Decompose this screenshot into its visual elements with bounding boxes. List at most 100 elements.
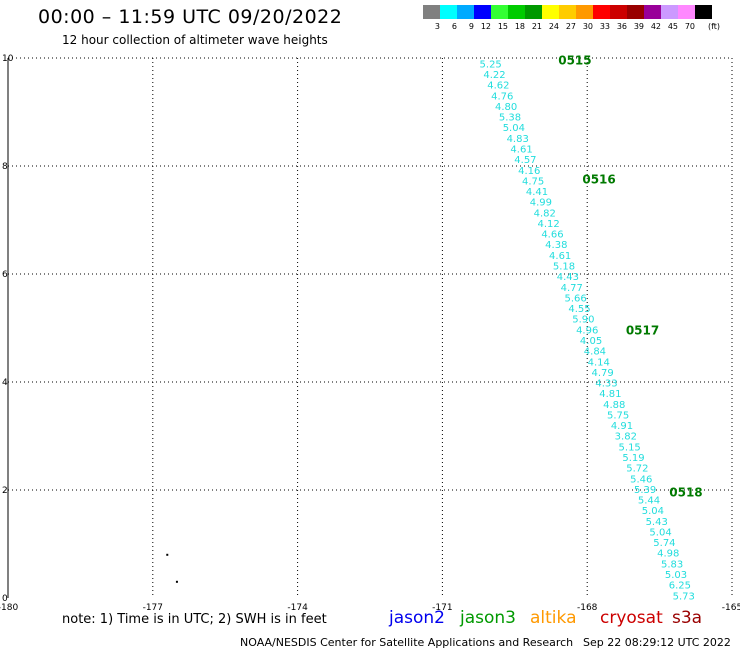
- legend-swatch: 3: [423, 5, 440, 31]
- satellite-s3a: s3a: [672, 608, 703, 628]
- data-dot: [175, 580, 178, 583]
- legend-swatch: [695, 5, 712, 19]
- wave-height-label: 4.81: [599, 389, 621, 400]
- legend-label: 30: [582, 22, 593, 31]
- wave-height-label: 4.43: [557, 272, 579, 283]
- satellite-jason2: jason2: [389, 608, 445, 628]
- legend-swatch: 9: [457, 5, 474, 31]
- pass-time-label: 0517: [626, 324, 659, 338]
- legend-label: 9: [468, 22, 474, 31]
- legend-swatch: 42: [644, 5, 661, 31]
- legend-swatch: 36: [610, 5, 627, 31]
- y-tick-label: 6: [2, 270, 8, 280]
- wave-height-label: 4.98: [657, 549, 679, 560]
- legend-label: 39: [633, 22, 644, 31]
- legend-label: 24: [548, 22, 559, 31]
- wave-height-label: 4.55: [568, 304, 590, 315]
- wave-height-label: 5.43: [646, 517, 668, 528]
- data-dots: [166, 553, 178, 583]
- wave-height-label: 5.04: [503, 123, 525, 134]
- wave-height-label: 4.12: [537, 219, 559, 230]
- wave-height-label: 4.57: [514, 155, 536, 166]
- wave-height-label: 4.80: [495, 102, 517, 113]
- wave-height-label: 5.75: [607, 410, 629, 421]
- y-tick-label: 4: [2, 378, 8, 388]
- wave-height-label: 4.61: [549, 251, 571, 262]
- legend-unit: (ft): [708, 22, 721, 31]
- legend-swatch: 33: [593, 5, 610, 31]
- legend-label: 27: [565, 22, 576, 31]
- wave-height-label: 5.39: [634, 485, 656, 496]
- altimeter-track: 5.254.224.624.764.805.385.044.834.614.57…: [480, 59, 695, 602]
- wave-height-label: 5.74: [653, 538, 675, 549]
- wave-height-label: 5.66: [564, 293, 586, 304]
- wave-height-label: 4.66: [541, 230, 563, 241]
- pass-time-label: 0516: [582, 173, 615, 187]
- wave-height-label: 4.33: [595, 379, 617, 390]
- wave-height-label: 5.18: [553, 262, 575, 273]
- x-tick-label: -168: [577, 603, 598, 613]
- x-tick-label: -171: [432, 603, 452, 613]
- satellite-altika: altika: [530, 608, 577, 628]
- legend-swatch: 39: [627, 5, 644, 31]
- footer-timestamp: Sep 22 08:29:12 UTC 2022: [583, 636, 731, 649]
- legend-swatch: 12: [474, 5, 491, 31]
- wave-height-label: 4.75: [522, 176, 544, 187]
- wave-height-label: 5.25: [480, 59, 502, 70]
- legend-swatch: 70: [678, 5, 695, 31]
- wave-height-label: 5.72: [626, 464, 648, 475]
- time-labels: 0515 0516 0517 0518: [558, 54, 702, 500]
- wave-height-label: 4.99: [530, 198, 552, 209]
- wave-height-label: 4.83: [507, 134, 529, 145]
- map-subtitle: 12 hour collection of altimeter wave hei…: [62, 33, 328, 47]
- wave-height-label: 5.46: [630, 474, 652, 485]
- y-tick-label: 0: [2, 594, 8, 604]
- wave-height-label: 4.76: [491, 91, 513, 102]
- wave-height-label: 4.84: [584, 347, 606, 358]
- map-title: 00:00 – 11:59 UTC 09/20/2022: [38, 6, 343, 28]
- wave-height-label: 4.88: [603, 400, 625, 411]
- legend-label: 21: [531, 22, 542, 31]
- wave-height-map: -180 -177 -174 -171 -168 -165 0 2 4 6 8 10 5.254.2…: [0, 54, 740, 613]
- wave-height-label: 4.14: [588, 357, 610, 368]
- footer-credit: NOAA/NESDIS Center for Satellite Applica…: [240, 636, 574, 649]
- legend-label: 33: [599, 22, 610, 31]
- wave-height-label: 4.82: [534, 208, 556, 219]
- wave-height-label: 4.77: [561, 283, 583, 294]
- x-tick-label: -180: [0, 603, 18, 613]
- wave-height-label: 4.61: [510, 145, 532, 156]
- wave-height-label: 4.79: [592, 368, 614, 379]
- legend-swatch: 30: [576, 5, 593, 31]
- legend-label: 6: [451, 22, 457, 31]
- y-tick-label: 2: [2, 486, 8, 496]
- pass-time-label: 0518: [669, 486, 702, 500]
- wave-height-label: 5.04: [649, 527, 671, 538]
- wave-height-label: 4.16: [518, 166, 540, 177]
- note-text: note: 1) Time is in UTC; 2) SWH is in fe…: [62, 612, 327, 627]
- legend-swatch: 27: [559, 5, 576, 31]
- wave-height-label: 5.03: [665, 570, 687, 581]
- wave-height-label: 5.73: [673, 591, 695, 602]
- wave-height-label: 4.91: [611, 421, 633, 432]
- x-tick-label: -177: [143, 603, 163, 613]
- color-legend: 3 6 9 12 15 18 21 24 27 30 33 36 39 42 45 70: [423, 5, 712, 31]
- legend-swatch: 45: [661, 5, 678, 31]
- x-tick-label: -165: [722, 603, 740, 613]
- pass-time-label: 0515: [558, 54, 591, 68]
- legend-swatch: 6: [440, 5, 457, 31]
- legend-label: 15: [497, 22, 508, 31]
- wave-height-label: 5.04: [642, 506, 664, 517]
- wave-height-label: 5.15: [619, 442, 641, 453]
- legend-swatch: 15: [491, 5, 508, 31]
- legend-label: 12: [480, 22, 491, 31]
- longitude-ticks: -180 -177 -174 -171 -168 -165: [0, 603, 740, 613]
- wave-height-label: 4.05: [580, 336, 602, 347]
- wave-height-label: 5.38: [499, 113, 521, 124]
- wave-height-label: 4.38: [545, 240, 567, 251]
- x-tick-label: -174: [287, 603, 308, 613]
- wave-height-label: 5.44: [638, 496, 660, 507]
- legend-swatch: 18: [508, 5, 525, 31]
- wave-height-label: 4.22: [483, 70, 505, 81]
- legend-label: 42: [650, 22, 661, 31]
- wave-height-label: 4.96: [576, 325, 598, 336]
